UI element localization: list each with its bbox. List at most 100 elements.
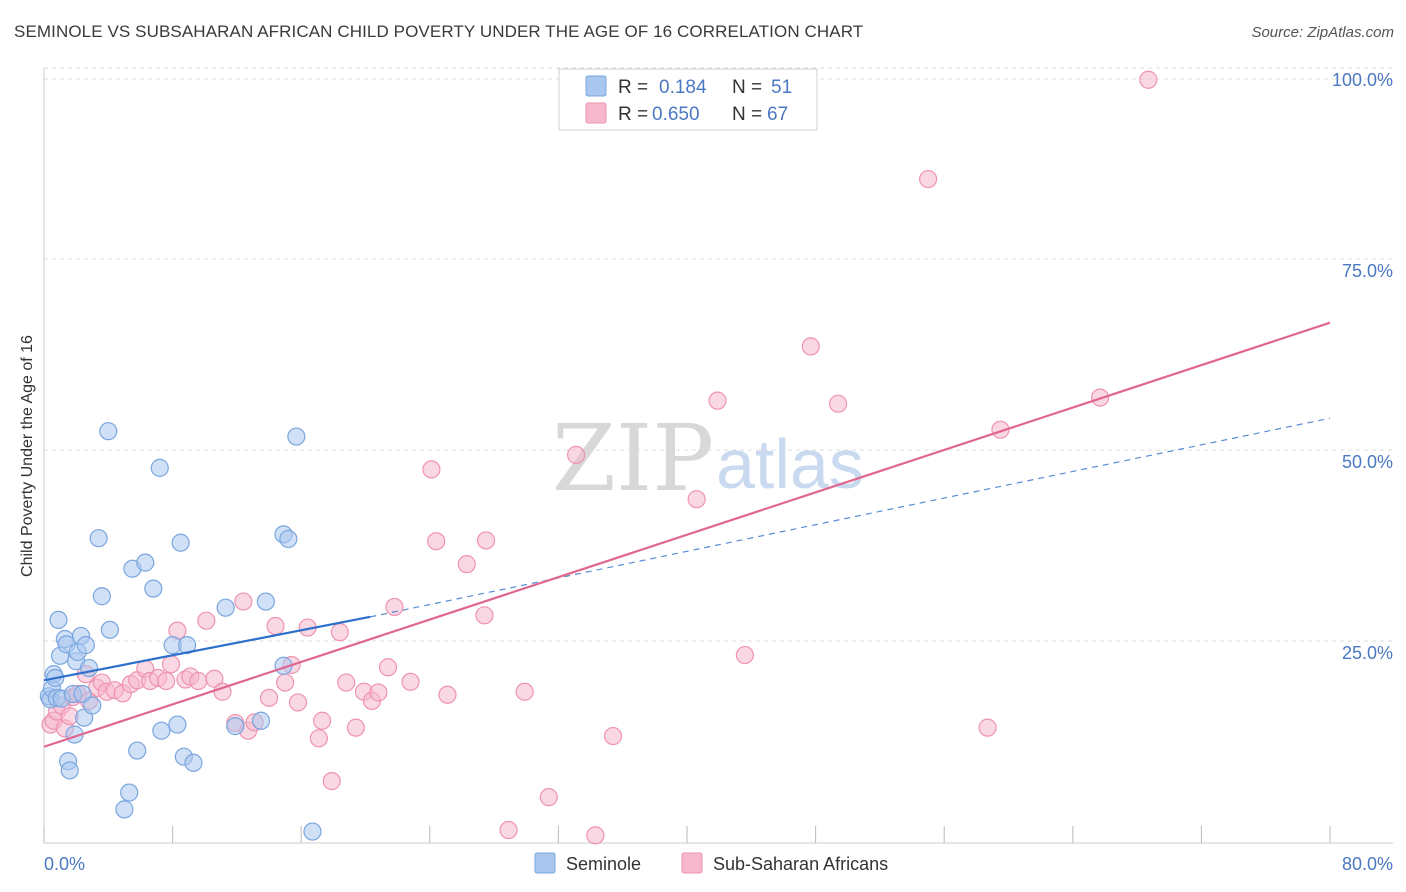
series-legend: Seminole Sub-Saharan Africans (534, 852, 888, 874)
ssa-point (801, 337, 820, 356)
seminole-point (100, 620, 120, 639)
ssa-point (161, 655, 181, 674)
ssa-point (385, 597, 404, 617)
y-tick-labels: 25.0% 50.0% 75.0% 100.0% (1332, 70, 1393, 663)
legend-r-value: 0.184 (659, 77, 707, 98)
ssa-point (427, 532, 446, 551)
seminole-point (83, 696, 102, 715)
legend-n-value: 51 (771, 77, 792, 98)
ssa-point (919, 169, 938, 189)
axes (43, 68, 1393, 844)
legend-swatch-ssa (681, 852, 703, 874)
ssa-point (322, 772, 341, 791)
ssa-point (457, 555, 476, 574)
ssa-point (438, 685, 457, 704)
seminole-point (76, 636, 95, 655)
ssa-point (312, 711, 332, 730)
seminole-point (287, 427, 306, 446)
ssa-point (189, 671, 208, 691)
watermark-atlas: atlas (716, 425, 864, 503)
seminole-point (120, 783, 139, 802)
ssa-point (422, 460, 441, 479)
legend-n-label: N = (732, 77, 762, 98)
y-tick-label: 100.0% (1332, 70, 1393, 90)
ssa-point (346, 718, 365, 737)
seminole-point (216, 598, 235, 617)
ssa-point (978, 718, 997, 737)
legend-swatch-seminole (585, 75, 607, 97)
seminole-point (144, 579, 163, 598)
seminole-point (150, 458, 169, 477)
legend-label-ssa: Sub-Saharan Africans (713, 854, 888, 874)
y-tick-label: 75.0% (1342, 261, 1393, 281)
chart-source: Source: ZipAtlas.com (1251, 24, 1394, 41)
seminole-point (99, 422, 118, 441)
x-tick-label: 80.0% (1342, 854, 1393, 874)
correlation-legend: R = 0.184 N = 51 R = 0.650 N = 67 (558, 68, 818, 131)
ssa-point (288, 693, 308, 712)
seminole-point (279, 529, 298, 549)
ssa-point (829, 394, 848, 413)
ssa-point (369, 683, 388, 702)
legend-n-value: 67 (767, 104, 788, 125)
legend-r-value: 0.650 (652, 104, 700, 125)
ssa-point (234, 592, 253, 611)
y-tick-label: 50.0% (1342, 452, 1393, 472)
legend-n-label: N = (732, 104, 762, 125)
seminole-point (152, 721, 171, 740)
chart-title: SEMINOLE VS SUBSAHARAN AFRICAN CHILD POV… (14, 22, 864, 41)
ssa-point (378, 658, 398, 677)
ssa-point (337, 673, 356, 692)
seminole-trend-extension (370, 417, 1331, 618)
seminole-point (171, 533, 190, 552)
seminole-point (303, 822, 322, 841)
trend-lines (43, 321, 1331, 748)
ssa-point (309, 729, 328, 748)
seminole-point (60, 761, 79, 780)
x-tick-labels: 0.0% 80.0% (44, 854, 1393, 874)
legend-swatch-ssa (585, 102, 607, 124)
seminole-point (92, 587, 111, 606)
ssa-point (586, 826, 605, 845)
legend-label-seminole: Seminole (566, 854, 641, 874)
seminole-point (226, 717, 245, 736)
gridlines (44, 67, 1393, 642)
seminole-trend-line (43, 615, 371, 682)
seminole-point (251, 711, 271, 730)
legend-swatch-seminole (534, 852, 556, 874)
watermark: ZIP atlas (552, 405, 864, 512)
ssa-point (687, 490, 706, 509)
seminole-point (168, 715, 187, 734)
seminole-point (256, 592, 275, 611)
seminole-point (177, 636, 197, 655)
ssa-point (603, 726, 623, 746)
seminole-point (184, 753, 203, 772)
seminole-point (115, 800, 134, 819)
ssa-point (475, 606, 494, 625)
ssa-point (499, 820, 518, 840)
x-tick-label: 0.0% (44, 854, 85, 874)
ssa-point (539, 788, 558, 807)
series-seminole (39, 422, 322, 841)
ssa-point (708, 391, 727, 410)
legend-r-label: R = (618, 104, 648, 125)
ssa-point (566, 445, 586, 464)
y-tick-label: 25.0% (1342, 643, 1393, 663)
ssa-point (157, 671, 176, 691)
ssa-point (197, 611, 216, 630)
ssa-point (735, 645, 754, 665)
seminole-point (136, 553, 155, 572)
seminole-point (79, 658, 99, 678)
ssa-point (276, 673, 295, 692)
seminole-point (128, 741, 147, 760)
ssa-point (330, 623, 349, 642)
ssa-point (476, 531, 496, 550)
ssa-point (515, 682, 534, 701)
ssa-point (1139, 70, 1158, 89)
legend-r-label: R = (618, 77, 648, 98)
ssa-point (205, 669, 224, 688)
ssa-point (401, 672, 420, 691)
ssa-point (259, 688, 279, 707)
seminole-point (49, 610, 68, 630)
